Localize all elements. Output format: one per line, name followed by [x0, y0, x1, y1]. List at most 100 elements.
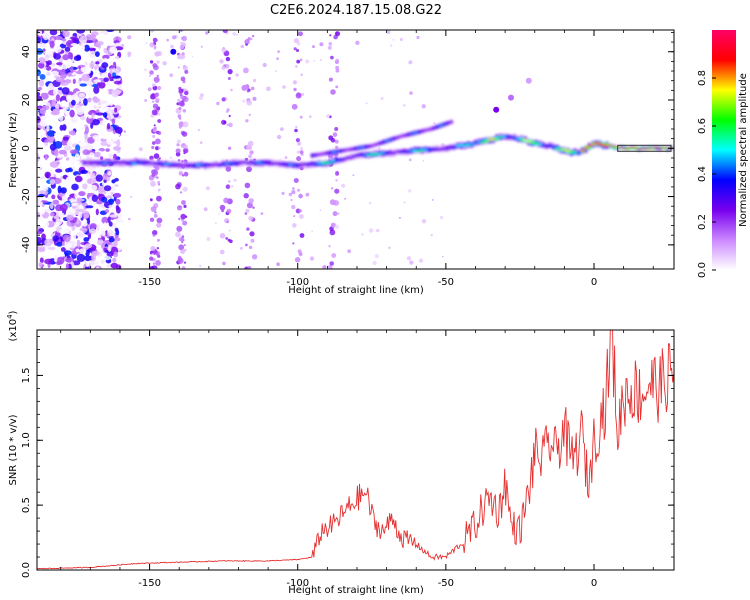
ridge-cell: [608, 144, 613, 146]
ridge-cell: [171, 163, 176, 166]
noise-cell: [149, 155, 154, 161]
noise-cell: [107, 245, 112, 253]
noise-cell: [54, 255, 58, 263]
ridge-cell: [640, 148, 645, 150]
spectrogram-x-tick-label: -50: [438, 277, 454, 288]
noise-cell: [226, 220, 229, 224]
ridge-cell: [181, 163, 187, 166]
ridge-cell: [643, 147, 649, 149]
noise-cell: [182, 147, 189, 154]
noise-cell: [87, 218, 91, 225]
noise-cell: [63, 145, 72, 151]
ridge-cell: [92, 161, 98, 164]
noise-cell: [155, 260, 161, 266]
noise-cell: [66, 157, 70, 161]
noise-cell: [40, 178, 48, 186]
noise-cell: [90, 122, 94, 129]
snr-y-multiplier-exponent: 4: [6, 314, 14, 319]
noise-cell: [123, 130, 127, 133]
noise-cell: [296, 150, 300, 154]
noise-cell: [138, 147, 143, 152]
noise-cell: [149, 198, 153, 202]
noise-cell: [166, 38, 169, 42]
noise-cell: [368, 228, 374, 233]
ridge-cell: [327, 162, 332, 165]
noise-cell: [97, 235, 102, 239]
noise-cell: [80, 169, 88, 174]
noise-cell: [274, 69, 277, 73]
noise-cell: [66, 94, 73, 103]
noise-cell: [178, 100, 185, 107]
noise-cell: [177, 66, 180, 69]
branch-cell: [381, 141, 386, 143]
noise-cell: [178, 171, 183, 176]
noise-cell: [246, 202, 253, 209]
noise-cell: [399, 38, 403, 41]
noise-cell: [181, 52, 185, 56]
noise-cell: [111, 118, 116, 125]
noise-cell: [341, 183, 346, 188]
snr-x-tick-label: -50: [438, 578, 454, 589]
noise-cell: [89, 223, 97, 229]
noise-cell: [248, 245, 253, 250]
noise-cell: [328, 42, 333, 46]
noise-cell: [79, 248, 87, 255]
noise-cell: [38, 261, 43, 268]
ridge-cell: [178, 164, 183, 167]
noise-cell: [61, 197, 66, 202]
noise-cell: [219, 233, 226, 239]
noise-cell: [91, 113, 95, 118]
colorbar: 0.0 0.2 0.4 0.6 0.8 Normalized spectral ampl…: [697, 30, 749, 278]
ridge-cell: [217, 164, 222, 167]
noise-cell: [361, 233, 364, 236]
noise-cell: [84, 61, 88, 66]
noise-cell: [170, 48, 177, 55]
noise-cell: [39, 108, 47, 115]
noise-cell: [62, 54, 70, 61]
noise-cell: [121, 45, 125, 48]
ridge-cell: [295, 164, 300, 167]
noise-cell: [57, 185, 62, 194]
noise-cell: [409, 91, 413, 95]
ridge-cell: [526, 140, 531, 143]
noise-cell: [244, 182, 251, 189]
noise-cell: [299, 150, 304, 155]
noise-cell: [68, 130, 76, 135]
noise-cell: [347, 249, 351, 254]
noise-cell: [101, 62, 109, 69]
ridge-cell: [405, 150, 411, 152]
noise-cell: [330, 138, 336, 143]
noise-cell: [91, 254, 96, 262]
ridge-cell: [185, 164, 190, 168]
noise-cell: [43, 50, 53, 55]
noise-cell: [298, 31, 303, 37]
noise-cell: [335, 145, 339, 149]
noise-cell: [37, 153, 40, 162]
spectrogram-y-tick-label: 40: [21, 45, 32, 58]
noise-cell: [106, 107, 112, 114]
ridge-cell: [462, 144, 467, 147]
noise-cell: [88, 260, 95, 266]
noise-cell: [184, 90, 189, 96]
noise-cell: [245, 119, 249, 123]
noise-cell: [180, 76, 186, 82]
ridge-cell: [434, 148, 439, 151]
noise-cell: [294, 128, 298, 133]
noise-cell: [60, 247, 66, 252]
branch-cell: [363, 145, 368, 148]
noise-cell: [326, 114, 330, 119]
colorbar-tick-label: 0.0: [697, 262, 708, 278]
noise-cell: [403, 201, 406, 204]
noise-cell: [177, 159, 181, 162]
noise-cell: [227, 69, 233, 75]
noise-cell: [75, 208, 85, 212]
noise-cell: [156, 74, 159, 77]
noise-cell: [312, 45, 315, 49]
noise-cell: [60, 82, 69, 86]
ridge-cell: [480, 141, 485, 144]
noise-cell: [290, 198, 293, 202]
noise-cell: [225, 184, 231, 189]
noise-cell: [93, 79, 102, 84]
spectrogram-y-tick-label: 20: [21, 94, 32, 107]
branch-cell: [353, 147, 358, 150]
